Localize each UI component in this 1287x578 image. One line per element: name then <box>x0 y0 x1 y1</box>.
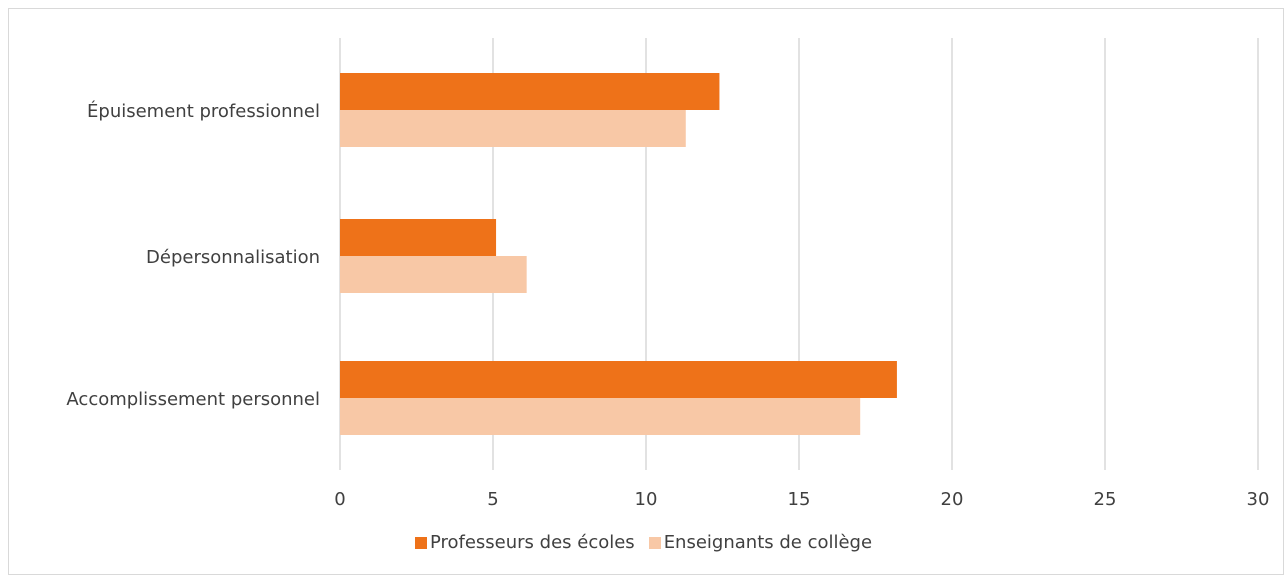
x-tick-label-5: 5 <box>487 489 498 510</box>
x-tick-label-15: 15 <box>788 489 811 510</box>
legend: Professeurs des écoles Enseignants de co… <box>0 532 1287 553</box>
category-label-3: Accomplissement personnel <box>66 389 320 410</box>
legend-label-series-1: Professeurs des écoles <box>429 532 635 553</box>
legend-item-series-2: Enseignants de collège <box>648 532 873 553</box>
bar-series-1-category-1 <box>340 73 720 110</box>
legend-swatch-series-1 <box>414 536 427 549</box>
x-tick-label-25: 25 <box>1094 489 1117 510</box>
bar-series-2-category-2 <box>340 256 527 293</box>
category-label-1: Épuisement professionnel <box>87 100 320 122</box>
legend-swatch-series-2 <box>648 536 661 549</box>
legend-label-series-2: Enseignants de collège <box>663 532 873 553</box>
x-tick-label-0: 0 <box>334 489 345 510</box>
x-tick-label-10: 10 <box>635 489 658 510</box>
bar-series-2-category-3 <box>340 398 861 435</box>
bar-series-1-category-3 <box>340 361 897 398</box>
category-label-2: Dépersonnalisation <box>146 247 320 268</box>
x-tick-label-20: 20 <box>941 489 964 510</box>
bar-series-2-category-1 <box>340 110 686 147</box>
x-tick-label-30: 30 <box>1247 489 1270 510</box>
legend-item-series-1: Professeurs des écoles <box>414 532 635 553</box>
bar-series-1-category-2 <box>340 219 497 256</box>
